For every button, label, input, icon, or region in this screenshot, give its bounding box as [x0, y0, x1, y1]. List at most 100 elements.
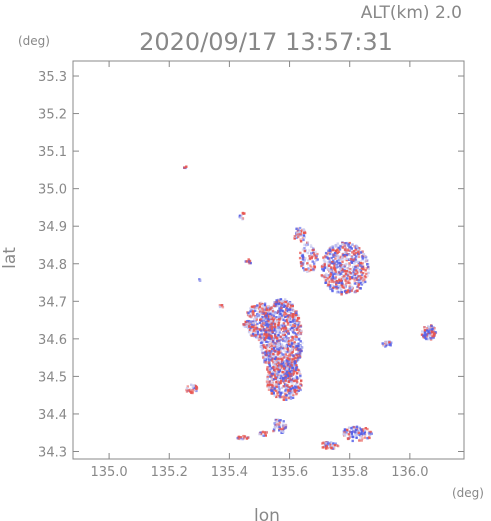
data-point — [267, 359, 271, 362]
data-point — [281, 371, 284, 374]
y-tick-label: 34.5 — [38, 370, 67, 385]
data-point — [298, 329, 301, 332]
data-point — [247, 258, 250, 261]
data-point — [299, 230, 303, 233]
data-point — [280, 345, 283, 348]
data-point — [265, 335, 268, 338]
data-point — [364, 280, 367, 284]
data-point — [287, 304, 290, 308]
data-point — [324, 251, 328, 255]
data-point — [242, 324, 246, 328]
data-point — [263, 303, 266, 307]
data-point — [277, 359, 280, 363]
data-point — [344, 279, 347, 282]
data-point — [359, 251, 363, 254]
data-point — [291, 313, 294, 316]
data-point — [363, 433, 366, 436]
data-point — [342, 253, 345, 257]
data-point — [263, 357, 266, 360]
data-point — [247, 311, 250, 315]
data-point — [331, 246, 335, 249]
data-point — [297, 338, 301, 341]
data-point — [294, 337, 297, 341]
data-point — [296, 385, 299, 388]
data-point — [287, 339, 290, 343]
data-point — [339, 264, 342, 267]
data-point — [267, 318, 271, 321]
data-point — [349, 286, 352, 290]
data-point — [290, 392, 293, 396]
data-point — [346, 281, 349, 284]
data-point — [295, 364, 298, 367]
data-point — [294, 335, 297, 338]
data-point — [353, 268, 356, 271]
data-point — [267, 388, 271, 391]
data-point — [327, 446, 330, 450]
data-point — [297, 333, 300, 337]
data-point — [322, 256, 325, 259]
data-point — [248, 262, 251, 265]
data-point — [360, 430, 363, 433]
data-point — [194, 385, 198, 388]
data-point — [254, 309, 257, 312]
data-point — [320, 265, 324, 268]
data-point — [296, 356, 300, 359]
x-tick-label: 135.0 — [90, 465, 127, 480]
data-point — [328, 275, 332, 279]
data-point — [304, 257, 307, 260]
data-point — [283, 333, 286, 337]
data-point — [273, 312, 276, 315]
data-point — [293, 363, 296, 366]
data-point — [267, 321, 271, 324]
data-point — [339, 272, 343, 275]
data-point — [288, 392, 291, 395]
data-point — [340, 281, 343, 285]
data-point — [295, 325, 298, 328]
data-point — [263, 329, 267, 332]
data-point — [354, 266, 357, 269]
data-point — [250, 323, 254, 327]
data-point — [337, 250, 341, 253]
data-point — [356, 289, 359, 293]
data-point — [276, 304, 279, 307]
data-point — [261, 339, 264, 343]
data-point — [306, 262, 309, 265]
data-point — [289, 359, 292, 362]
data-point — [364, 269, 367, 272]
data-point — [334, 442, 337, 445]
data-point — [431, 336, 434, 340]
data-point — [352, 430, 355, 433]
data-point — [337, 259, 341, 262]
data-point — [284, 396, 288, 399]
data-point — [290, 384, 293, 388]
data-point — [326, 277, 329, 280]
data-point — [334, 277, 337, 280]
data-point — [269, 383, 272, 387]
data-point — [341, 270, 344, 273]
data-point — [358, 247, 361, 250]
data-point — [355, 272, 359, 275]
data-point — [296, 337, 299, 340]
data-point — [263, 338, 267, 341]
data-point — [245, 260, 248, 263]
data-point — [384, 345, 387, 348]
data-point — [343, 244, 346, 248]
data-point — [423, 330, 427, 334]
data-point — [274, 389, 278, 393]
data-point — [303, 259, 306, 262]
data-point — [264, 431, 267, 434]
data-point — [360, 434, 363, 438]
data-point — [289, 353, 293, 356]
data-point — [268, 364, 271, 367]
data-point — [275, 320, 279, 324]
data-point — [298, 256, 302, 260]
data-point — [285, 339, 288, 342]
data-point — [290, 363, 293, 367]
data-point — [274, 301, 277, 304]
data-point — [291, 386, 295, 390]
data-point — [286, 309, 289, 313]
data-point — [291, 345, 295, 349]
data-point — [341, 256, 344, 259]
data-point — [270, 387, 274, 390]
data-point — [278, 347, 281, 350]
